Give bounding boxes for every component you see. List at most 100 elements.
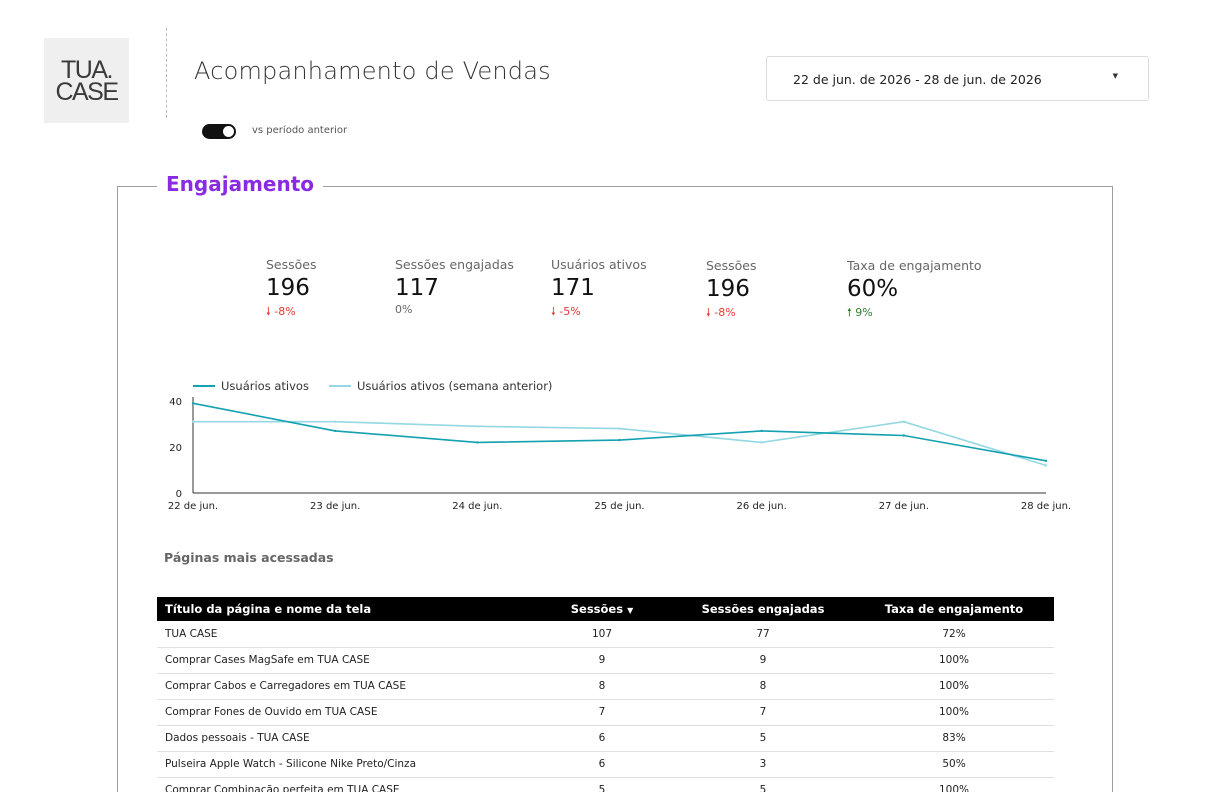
y-tick-label: 20 — [169, 443, 182, 454]
column-header[interactable]: Sessões engajadas — [701, 602, 825, 616]
table-cell: 5 — [672, 725, 854, 752]
kpi-label: Usuários ativos — [551, 257, 647, 272]
kpi-value: 171 — [551, 275, 595, 301]
arrow-up-icon: 🠕 — [847, 306, 852, 319]
table-cell: 50% — [854, 751, 1054, 778]
kpi-delta: 🠗 -8% — [706, 304, 757, 323]
x-tick-label: 26 de jun. — [737, 501, 787, 512]
kpi-delta-value: 0% — [395, 303, 413, 316]
arrow-down-icon: 🠗 — [706, 306, 711, 319]
kpi-engaged-sessions: Sessões engajadas 117 0% — [395, 257, 514, 316]
y-tick-label: 0 — [176, 489, 182, 500]
legend-item[interactable]: Usuários ativos — [193, 379, 309, 393]
column-header-sorted[interactable]: Sessões ▼ — [532, 597, 672, 621]
section-title: Engajamento — [157, 172, 324, 196]
column-header[interactable]: Título da página e nome da tela — [165, 602, 372, 616]
table-cell: Comprar Fones de Ouvido em TUA CASE — [157, 699, 532, 726]
table-cell: 5 — [672, 777, 854, 792]
table-row[interactable]: Pulseira Apple Watch - Silicone Nike Pre… — [157, 751, 1054, 778]
table-row[interactable]: Comprar Cabos e Carregadores em TUA CASE… — [157, 673, 1054, 700]
table-title: Páginas mais acessadas — [164, 550, 334, 565]
x-tick-label: 25 de jun. — [594, 501, 644, 512]
kpi-active-users: Usuários ativos 171 🠗 -5% — [551, 257, 647, 322]
legend-swatch — [328, 385, 351, 387]
data-point — [618, 427, 621, 430]
kpi-delta-value: -5% — [559, 305, 581, 318]
table-cell: 7 — [532, 699, 672, 726]
kpi-sessions: Sessões 196 🠗 -8% — [266, 257, 317, 322]
data-point — [902, 420, 906, 423]
table-row[interactable]: Dados pessoais - TUA CASE 6 5 83% — [157, 725, 1054, 752]
legend-label: Usuários ativos — [221, 379, 309, 393]
data-point — [476, 425, 479, 428]
table-cell: 8 — [672, 673, 854, 700]
table-cell: 3 — [672, 751, 854, 778]
kpi-sessions-2: Sessões 196 🠗 -8% — [706, 258, 757, 323]
kpi-value: 117 — [395, 275, 439, 301]
kpi-delta: 🠗 -5% — [551, 303, 647, 322]
data-point — [902, 434, 906, 437]
x-tick-label: 23 de jun. — [310, 501, 360, 512]
kpi-label: Sessões engajadas — [395, 257, 514, 272]
kpi-delta-value: -8% — [274, 305, 296, 318]
kpi-label: Taxa de engajamento — [847, 258, 982, 273]
table-cell: 6 — [532, 725, 672, 752]
data-point — [1044, 459, 1048, 462]
table-cell: 77 — [672, 621, 854, 648]
column-header-label: Sessões — [570, 602, 624, 616]
data-point — [618, 438, 621, 442]
date-range-value: 22 de jun. de 2026 - 28 de jun. de 2026 — [793, 72, 1042, 87]
table-cell: Dados pessoais - TUA CASE — [157, 725, 532, 752]
data-point — [1044, 464, 1048, 467]
toggle-knob — [223, 126, 234, 137]
y-tick-label: 40 — [169, 397, 182, 408]
table-cell: Comprar Combinação perfeita em TUA CASE — [157, 777, 532, 792]
compare-toggle-label: vs período anterior — [252, 125, 348, 136]
column-header[interactable]: Taxa de engajamento — [884, 602, 1024, 616]
table-cell: 72% — [854, 621, 1054, 648]
table-cell: 107 — [532, 621, 672, 648]
chart-legend: Usuários ativos Usuários ativos (semana … — [193, 379, 552, 393]
table-row[interactable]: TUA CASE 107 77 72% — [157, 621, 1054, 648]
table-cell: 9 — [532, 647, 672, 674]
data-point — [333, 420, 337, 423]
logo-line2: CASE — [55, 77, 119, 106]
kpi-value: 60% — [847, 276, 899, 302]
table-cell: 9 — [672, 647, 854, 674]
x-tick-label: 27 de jun. — [879, 501, 929, 512]
kpi-value: 196 — [706, 276, 750, 302]
table-row[interactable]: Comprar Cases MagSafe em TUA CASE 9 9 100% — [157, 647, 1054, 674]
table-cell: 100% — [854, 647, 1054, 674]
kpi-label: Sessões — [266, 257, 317, 272]
kpi-engagement-rate: Taxa de engajamento 60% 🠕 9% — [847, 258, 982, 323]
series-line — [192, 402, 1047, 462]
data-point — [191, 402, 195, 405]
legend-item[interactable]: Usuários ativos (semana anterior) — [328, 379, 553, 393]
table-row[interactable]: Comprar Combinação perfeita em TUA CASE 5… — [157, 777, 1054, 792]
legend-label: Usuários ativos (semana anterior) — [356, 379, 553, 393]
table-row[interactable]: Comprar Fones de Ouvido em TUA CASE 7 7 100… — [157, 699, 1054, 726]
arrow-down-icon: 🠗 — [551, 305, 556, 318]
table-cell: 7 — [672, 699, 854, 726]
kpi-delta-value: -8% — [714, 306, 736, 319]
kpi-delta: 🠕 9% — [847, 304, 982, 323]
table-cell: 100% — [854, 777, 1054, 792]
logo-line1: TUA. — [61, 55, 113, 84]
table-cell: TUA CASE — [157, 621, 532, 648]
engagement-panel — [117, 186, 1113, 792]
date-range-picker[interactable]: 22 de jun. de 2026 - 28 de jun. de 2026 … — [766, 56, 1149, 101]
table-cell: 8 — [532, 673, 672, 700]
data-point — [760, 429, 763, 433]
arrow-down-icon: 🠗 — [266, 305, 271, 318]
compare-toggle[interactable] — [202, 124, 236, 139]
caret-down-icon: ▼ — [1112, 72, 1118, 80]
data-point — [333, 429, 337, 433]
data-point — [760, 441, 763, 444]
table-cell: 6 — [532, 751, 672, 778]
kpi-delta: 0% — [395, 303, 514, 316]
legend-swatch — [193, 385, 215, 387]
top-pages-table: Título da página e nome da tela Sessões ▼… — [157, 597, 1054, 792]
sort-desc-icon: ▼ — [627, 606, 634, 615]
table-cell: Pulseira Apple Watch - Silicone Nike Pre… — [157, 751, 532, 778]
